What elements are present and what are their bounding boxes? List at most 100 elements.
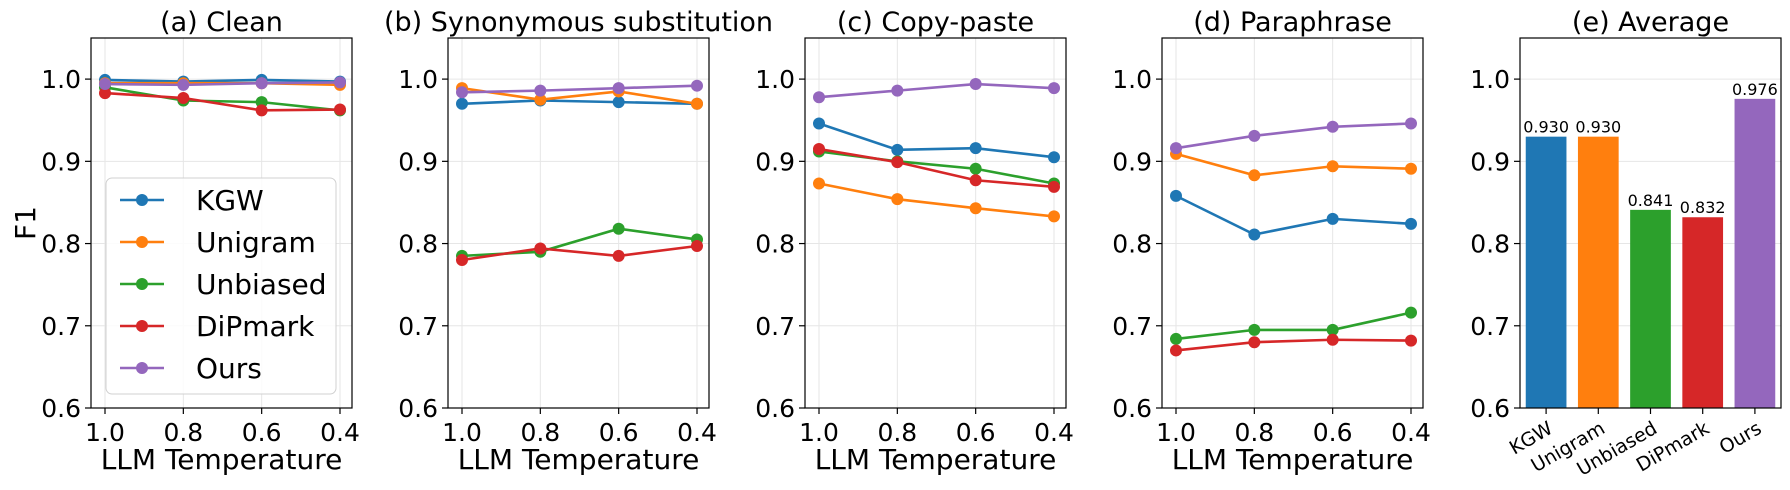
x-tick-label: 0.4 <box>1391 418 1431 447</box>
data-point-ours <box>1048 82 1060 95</box>
data-point-kgw <box>969 142 982 155</box>
data-point-dipmark <box>691 240 703 253</box>
panel-2: (b) Synonymous substitution 0.6 0.7 0.8 0.9 1… <box>384 7 773 476</box>
panel-title: (d) Paraphrase <box>1193 7 1392 38</box>
legend-marker-unbiased <box>136 278 148 290</box>
data-point-dipmark <box>1326 333 1339 346</box>
legend-marker-kgw <box>136 194 148 206</box>
y-tick-label: 0.6 <box>1112 394 1152 423</box>
data-point-dipmark <box>534 242 547 255</box>
data-point-kgw <box>1048 151 1060 164</box>
data-point-unigram <box>1248 169 1261 182</box>
data-point-unbiased <box>1248 323 1261 336</box>
y-tick-label: 0.8 <box>755 230 795 259</box>
data-point-ours <box>534 84 547 97</box>
x-tick-label: 0.8 <box>1234 418 1274 447</box>
data-point-dipmark <box>1048 180 1060 193</box>
series-line-ours <box>818 82 1055 99</box>
data-point-unbiased <box>1170 332 1182 345</box>
x-tick-label: 1.0 <box>85 418 125 447</box>
x-axis-label: LLM Temperature <box>815 443 1057 476</box>
data-point-unigram <box>891 193 904 206</box>
series-line-kgw <box>1175 194 1412 236</box>
bar-ours <box>1734 98 1776 408</box>
y-tick-label: 0.7 <box>41 312 81 341</box>
y-tick-label: 0.6 <box>1470 394 1510 423</box>
panel-1: (a) Clean 0.6 0.7 0.8 0.9 1.0 1.0 0.8 0.6 0.4LLM … <box>9 7 360 476</box>
axes-frame <box>90 37 353 409</box>
y-tick-label: 0.7 <box>398 312 438 341</box>
legend-marker-ours <box>136 362 148 374</box>
data-point-ours <box>1326 120 1339 133</box>
x-axis-label: LLM Temperature <box>101 443 343 476</box>
y-tick-label: 0.7 <box>1470 312 1510 341</box>
x-tick-label: Ours <box>1716 417 1766 458</box>
y-tick-label: 1.0 <box>755 65 795 94</box>
data-point-unigram <box>691 97 703 110</box>
y-tick-label: 0.6 <box>755 394 795 423</box>
y-tick-label: 0.9 <box>755 147 795 176</box>
data-point-unigram <box>1326 160 1339 173</box>
data-point-dipmark <box>334 103 346 116</box>
bar-value-label: 0.930 <box>1575 118 1621 137</box>
bar-value-label: 0.976 <box>1732 80 1778 99</box>
data-point-unigram <box>969 202 982 215</box>
legend-label-kgw: KGW <box>196 184 264 217</box>
data-point-unbiased <box>255 96 268 109</box>
data-point-unigram <box>1405 162 1417 175</box>
data-point-kgw <box>456 97 468 110</box>
series-line-dipmark <box>104 91 341 112</box>
series-line-kgw <box>104 78 341 83</box>
data-point-ours <box>334 76 346 89</box>
bar-value-label: 0.930 <box>1523 118 1569 137</box>
data-point-ours <box>691 79 703 92</box>
data-point-ours <box>969 78 982 91</box>
x-tick-label: 0.6 <box>242 418 282 447</box>
series-line-unigram <box>1175 152 1412 177</box>
x-tick-label: 0.4 <box>1034 418 1074 447</box>
x-tick-label: 1.0 <box>442 418 482 447</box>
data-point-kgw <box>1248 228 1261 241</box>
panel-3: (c) Copy-paste 0.6 0.7 0.8 0.9 1.0 1.0 0.8 0.6 0.… <box>755 7 1074 476</box>
x-tick-label: 0.8 <box>520 418 560 447</box>
y-tick-label: 0.8 <box>1112 230 1152 259</box>
x-tick-label: 0.8 <box>163 418 203 447</box>
data-point-dipmark <box>891 156 904 169</box>
data-point-ours <box>1405 117 1417 130</box>
series-line-kgw <box>818 122 1055 159</box>
data-point-dipmark <box>1405 334 1417 347</box>
series-line-unbiased <box>104 86 341 112</box>
axes-frame <box>804 37 1067 409</box>
data-point-dipmark <box>99 87 111 100</box>
bar-dipmark <box>1682 217 1724 408</box>
legend-label-unigram: Unigram <box>196 226 316 259</box>
data-point-unbiased <box>969 162 982 175</box>
data-point-kgw <box>612 96 625 109</box>
data-point-unbiased <box>1405 306 1417 319</box>
data-point-dipmark <box>456 254 468 266</box>
legend-label-ours: Ours <box>196 352 262 385</box>
bar-value-label: 0.832 <box>1680 198 1726 217</box>
y-tick-label: 0.8 <box>1470 230 1510 259</box>
y-tick-label: 0.9 <box>41 147 81 176</box>
data-point-dipmark <box>255 104 268 117</box>
data-point-kgw <box>891 143 904 156</box>
data-point-ours <box>813 91 825 104</box>
data-point-ours <box>99 78 111 91</box>
data-point-ours <box>177 78 190 91</box>
series-line-unbiased <box>1175 311 1412 341</box>
x-axis-label: LLM Temperature <box>1172 443 1414 476</box>
y-tick-label: 0.9 <box>1470 147 1510 176</box>
y-axis-label: F1 <box>9 206 42 240</box>
axes-frame <box>1519 37 1782 409</box>
y-tick-label: 1.0 <box>1112 65 1152 94</box>
series-line-unbiased <box>818 150 1055 185</box>
data-point-dipmark <box>177 92 190 105</box>
y-tick-label: 0.9 <box>398 147 438 176</box>
series-line-ours <box>1175 122 1412 150</box>
y-tick-label: 0.6 <box>41 394 81 423</box>
y-tick-label: 1.0 <box>1470 65 1510 94</box>
legend-marker-dipmark <box>136 320 148 332</box>
